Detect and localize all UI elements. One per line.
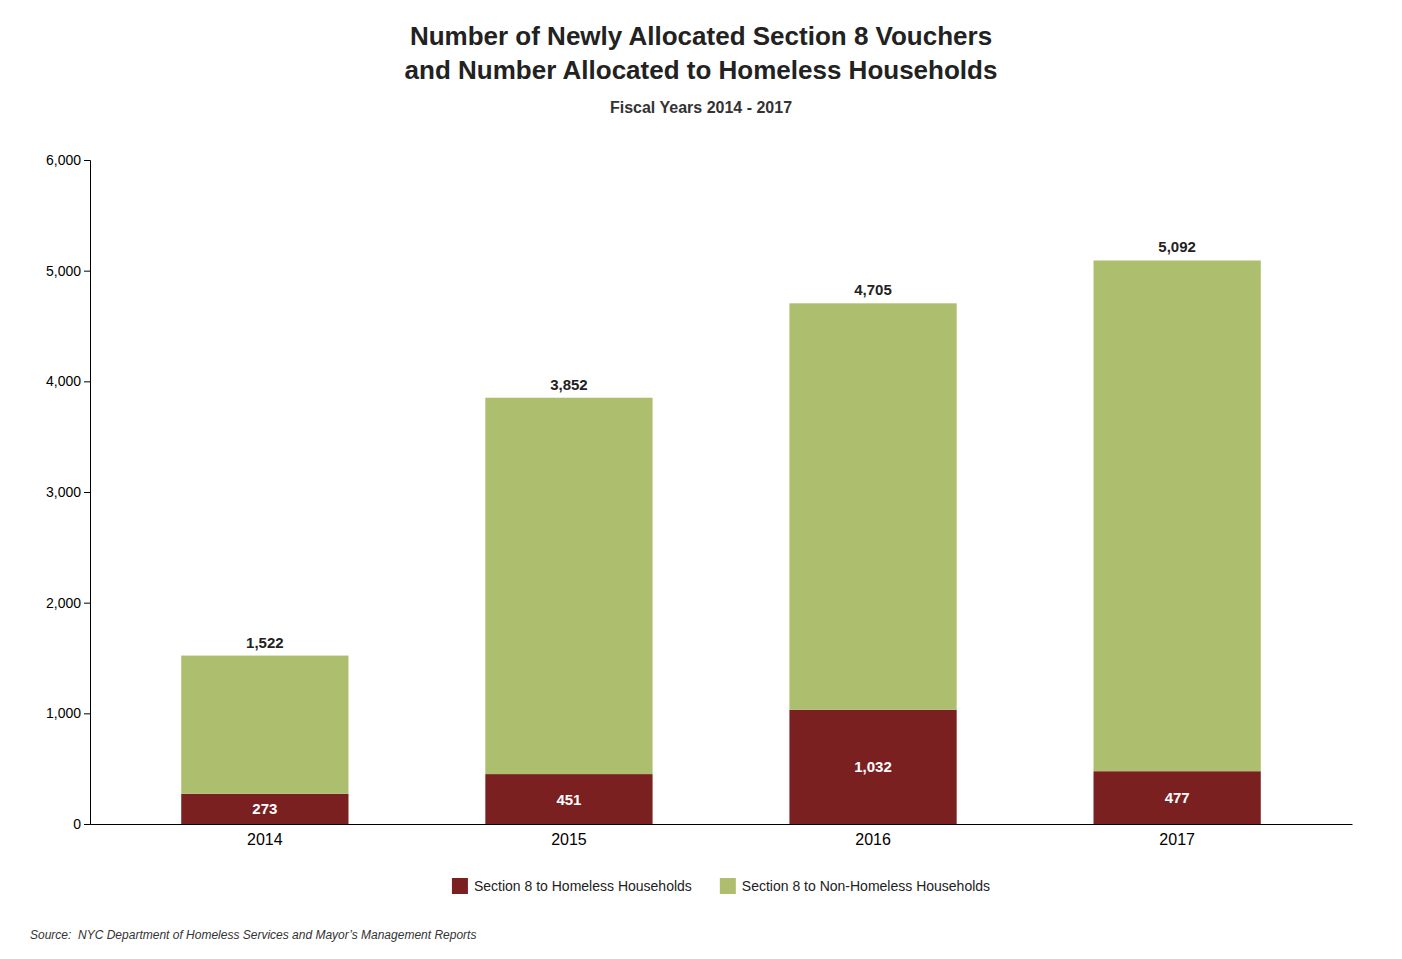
series	[181, 260, 1261, 793]
bar	[485, 774, 652, 824]
bar	[1094, 771, 1261, 824]
tick: 3,000	[46, 484, 90, 500]
tick-mark	[84, 381, 90, 382]
title-line: and Number Allocated to Homeless Househo…	[405, 55, 998, 85]
tick-label: 6,000	[46, 152, 81, 168]
y-axis: 0 1,000 2,000 3,000 4,000 5,000 6,000	[46, 152, 91, 832]
total-label: 4,705	[854, 281, 892, 298]
bars	[181, 260, 1261, 824]
tick: 6,000	[46, 152, 90, 168]
axis-line	[91, 824, 1353, 825]
axis-line	[84, 161, 91, 825]
tick: 2017	[1159, 831, 1195, 848]
title: Number of Newly Allocated Section 8 Vouc…	[405, 21, 998, 85]
bar	[485, 398, 652, 774]
legend-item: Section 8 to Non-Homeless Households	[720, 878, 990, 894]
legend-label: Section 8 to Non-Homeless Households	[742, 878, 990, 894]
tick-label: 0	[73, 816, 81, 832]
data-label: 1,032	[854, 758, 892, 775]
tick-mark	[84, 603, 90, 604]
tick: 2014	[247, 831, 283, 848]
tick-label: 1,000	[46, 705, 81, 721]
title-line: Number of Newly Allocated Section 8 Vouc…	[410, 21, 992, 51]
x-axis: 2014 2015 2016 2017	[91, 825, 1353, 849]
legend-swatch	[452, 878, 468, 894]
bar	[181, 656, 348, 794]
total-label: 1,522	[246, 634, 284, 651]
total-label: 3,852	[550, 376, 588, 393]
tick-mark	[84, 271, 90, 272]
tick-label: 3,000	[46, 484, 81, 500]
tick-label: 2,000	[46, 595, 81, 611]
data-labels: 273 451 1,032 477 1,522 3,852 4,705 5,092	[246, 238, 1196, 817]
data-label: 451	[556, 791, 581, 808]
bar	[1094, 260, 1261, 771]
tick-mark	[84, 492, 90, 493]
tick: 5,000	[46, 263, 90, 279]
tick-label: 2014	[247, 831, 283, 848]
legend-label: Section 8 to Homeless Households	[474, 878, 692, 894]
tick-label: 4,000	[46, 373, 81, 389]
bar	[789, 710, 956, 824]
chart: Number of Newly Allocated Section 8 Vouc…	[0, 0, 1402, 959]
tick-label: 2017	[1159, 831, 1195, 848]
tick: 0	[73, 816, 90, 832]
legend-swatch	[720, 878, 736, 894]
tick-label: 5,000	[46, 263, 81, 279]
data-label: 477	[1165, 789, 1190, 806]
plot-area: 273 451 1,032 477 1,522 3,852 4,705 5,092 0 1,000…	[46, 152, 1353, 848]
total-label: 5,092	[1158, 238, 1196, 255]
legend: Section 8 to Homeless Households Section …	[452, 878, 990, 894]
tick: 2016	[855, 831, 891, 848]
tick: 1,000	[46, 705, 90, 721]
tick: 2015	[551, 831, 587, 848]
tick: 2,000	[46, 595, 90, 611]
legend-item: Section 8 to Homeless Households	[452, 878, 692, 894]
subtitle: Fiscal Years 2014 - 2017	[610, 99, 792, 116]
source: Source: NYC Department of Homeless Servi…	[30, 928, 476, 942]
tick-label: 2015	[551, 831, 587, 848]
bar	[181, 794, 348, 824]
tick-label: 2016	[855, 831, 891, 848]
bar	[789, 303, 956, 709]
data-label: 273	[252, 800, 277, 817]
tick-mark	[84, 160, 90, 161]
tick-mark	[84, 824, 90, 825]
tick-mark	[84, 713, 90, 714]
tick: 4,000	[46, 373, 90, 389]
